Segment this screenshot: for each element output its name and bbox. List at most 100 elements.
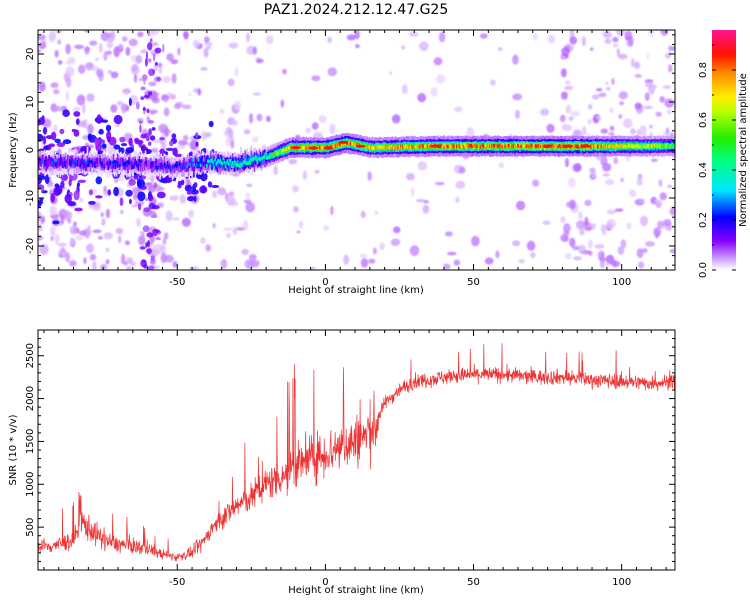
ridge-cell [539,144,542,148]
noise-blob [662,85,671,89]
ridge-cell [536,144,539,148]
ridge-cell [95,159,97,169]
noise-blob [126,257,133,264]
ridge-cell [152,161,154,168]
ridge-hotspot [581,144,592,148]
cluster-blob [151,127,156,131]
ridge-cell [638,145,640,149]
noise-blob [547,34,556,44]
noise-blob [172,217,180,221]
noise-blob [86,228,90,240]
ridge-cell [194,159,197,166]
ridge-cell [561,144,564,148]
noise-blob [298,220,304,229]
spectrogram-xlabel: Height of straight line (km) [288,285,424,296]
ridge-cell [157,159,159,169]
ridge-cell [253,156,256,161]
ridge-cell [218,160,220,164]
noise-blob [170,59,179,65]
noise-blob [659,192,667,201]
noise-blob [634,74,642,78]
ridge-cell [649,145,652,149]
ridge-cell [673,145,675,149]
y-tick-label: -10 [25,190,36,206]
noise-blob [602,173,610,177]
noise-blob [83,257,87,265]
noise-blob [135,54,143,64]
noise-blob [546,123,555,133]
streak-blob [139,120,143,124]
ridge-cell [217,158,219,163]
noise-blob [200,131,208,141]
noise-blob [256,58,264,63]
ridge-cell [353,143,355,147]
ridge-cell [209,159,211,166]
ridge-cell [507,144,510,148]
ridge-cell [611,144,613,148]
noise-blob [660,30,669,36]
ridge-cell [573,143,575,148]
noise-blob [659,96,665,103]
ridge-cell [486,145,488,149]
ridge-cell [211,158,213,162]
noise-blob [116,101,123,106]
noise-blob [455,196,460,203]
streak-blob [147,42,153,51]
colorbar-tick-label: 0.8 [698,62,709,78]
x-tick-label: 50 [467,277,480,288]
streak-blob [148,141,152,146]
ridge-cell [452,144,455,148]
ridge-cell [645,144,648,148]
ridge-cell [671,144,674,148]
ridge-cell [559,145,562,149]
noise-blob [665,127,670,136]
noise-blob [305,127,312,134]
ridge-cell [46,159,48,169]
ridge-cell [394,145,397,149]
ridge-cell [67,154,69,164]
ridge-cell [224,164,227,169]
ridge-cell [667,144,669,149]
ridge-cell [45,156,47,163]
ridge-cell [631,144,633,149]
ridge-cell [553,144,555,149]
ridge-cell [440,143,442,148]
noise-blob [609,107,614,114]
streak-blob [154,62,158,66]
ridge-cell [54,160,57,167]
streak-blob [147,265,155,270]
ridge-cell [456,144,459,148]
noise-blob [518,259,526,264]
noise-blob [131,204,139,208]
noise-blob [134,200,145,207]
cluster-blob [119,136,126,143]
noise-blob [587,118,592,125]
noise-blob [639,125,647,136]
streak-blob [150,255,155,262]
ridge-cell [155,158,157,165]
ridge-cell [124,163,126,171]
streak-blob [140,133,147,139]
ridge-cell [475,144,478,149]
noise-blob [181,104,192,110]
noise-blob [119,210,124,215]
noise-blob [540,108,549,116]
ridge-cell [380,145,382,150]
ridge-cell [533,143,536,148]
ridge-cell [136,163,139,167]
ridge-cell [59,158,62,165]
noise-blob [563,229,570,237]
noise-blob [479,33,488,39]
ridge-cell [334,144,337,148]
noise-blob [355,44,360,49]
ridge-hotspot [542,144,553,148]
ridge-cell [41,160,43,164]
ridge-cell [607,144,609,149]
ridge-cell [479,145,482,149]
ridge-cell [168,163,171,170]
noise-blob [393,226,401,234]
ridge-cell [188,161,190,176]
y-tick-label: 2000 [25,386,36,411]
cluster-blob [128,198,132,205]
ridge-cell [265,152,267,160]
